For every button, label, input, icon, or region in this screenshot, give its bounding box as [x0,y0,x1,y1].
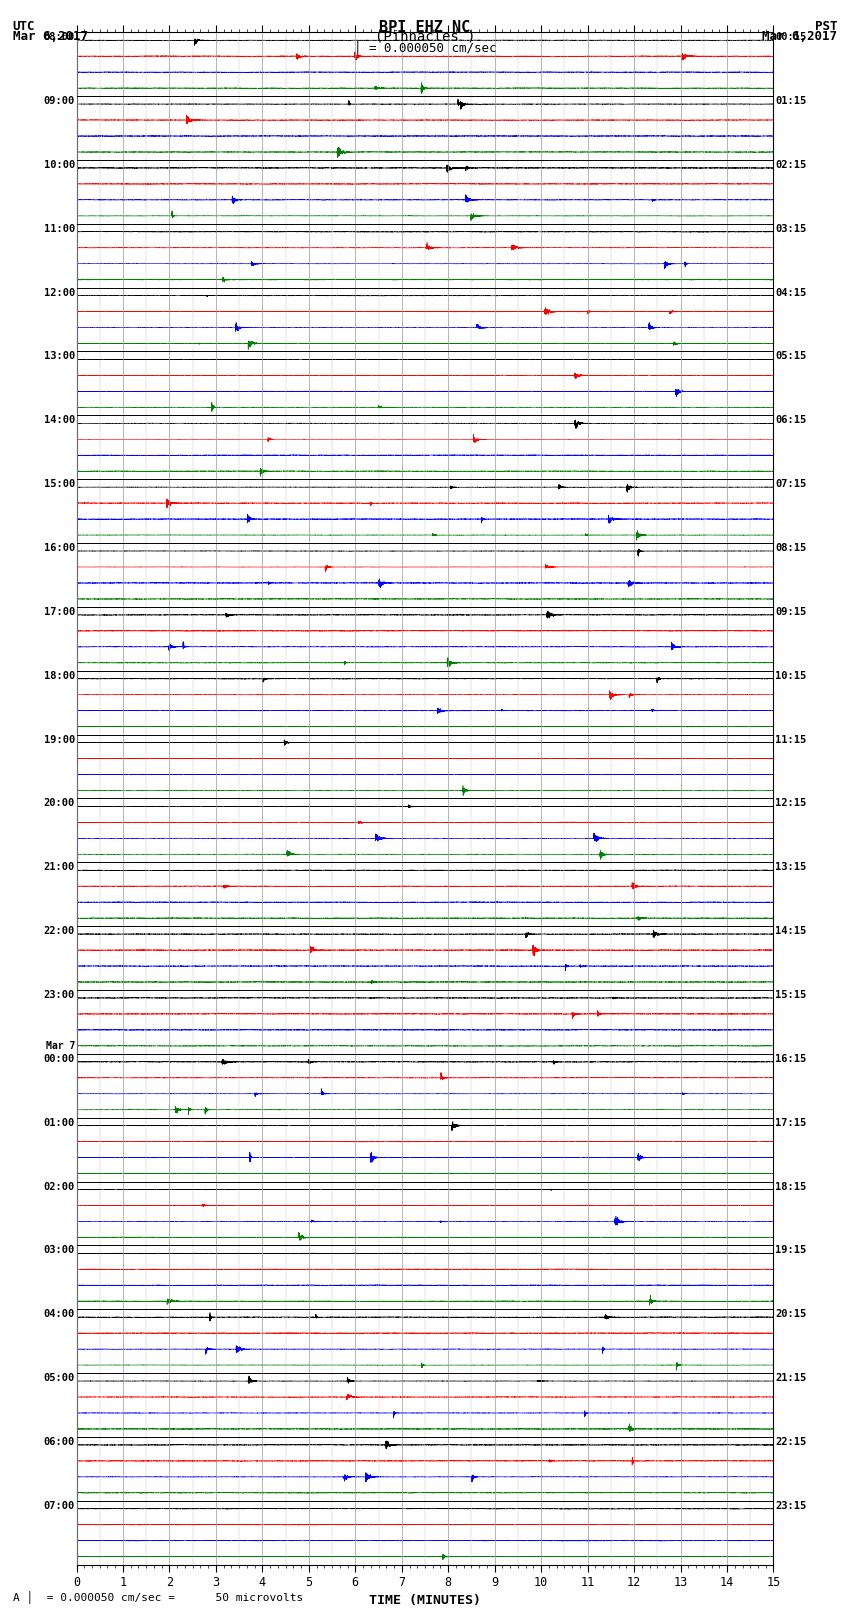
Text: 22:00: 22:00 [44,926,75,936]
Text: PST: PST [815,19,837,34]
Text: 21:15: 21:15 [775,1373,806,1382]
Text: 08:15: 08:15 [775,544,806,553]
Text: 07:00: 07:00 [44,1500,75,1511]
Text: 09:15: 09:15 [775,606,806,616]
Text: 23:15: 23:15 [775,1500,806,1511]
Text: 17:00: 17:00 [44,606,75,616]
Text: 18:00: 18:00 [44,671,75,681]
Text: Mar 6,2017: Mar 6,2017 [13,31,88,44]
Text: (Pinnacles ): (Pinnacles ) [375,31,475,44]
X-axis label: TIME (MINUTES): TIME (MINUTES) [369,1594,481,1607]
Text: 05:15: 05:15 [775,352,806,361]
Text: Mar 6,2017: Mar 6,2017 [762,31,837,44]
Text: 20:00: 20:00 [44,798,75,808]
Text: 14:15: 14:15 [775,926,806,936]
Text: 15:00: 15:00 [44,479,75,489]
Text: 00:00: 00:00 [44,1053,75,1065]
Text: 16:00: 16:00 [44,544,75,553]
Text: 07:15: 07:15 [775,479,806,489]
Text: 15:15: 15:15 [775,990,806,1000]
Text: 12:15: 12:15 [775,798,806,808]
Text: 04:15: 04:15 [775,287,806,298]
Text: 06:15: 06:15 [775,415,806,426]
Text: 13:15: 13:15 [775,863,806,873]
Text: 20:15: 20:15 [775,1310,806,1319]
Text: 06:00: 06:00 [44,1437,75,1447]
Text: 18:15: 18:15 [775,1181,806,1192]
Text: 00:15: 00:15 [775,32,806,42]
Text: 05:00: 05:00 [44,1373,75,1382]
Text: │ = 0.000050 cm/sec: │ = 0.000050 cm/sec [354,39,496,55]
Text: 01:00: 01:00 [44,1118,75,1127]
Text: 19:15: 19:15 [775,1245,806,1255]
Text: 13:00: 13:00 [44,352,75,361]
Text: A │  = 0.000050 cm/sec =      50 microvolts: A │ = 0.000050 cm/sec = 50 microvolts [13,1590,303,1603]
Text: 19:00: 19:00 [44,734,75,745]
Text: 10:00: 10:00 [44,160,75,169]
Text: 04:00: 04:00 [44,1310,75,1319]
Text: 02:00: 02:00 [44,1181,75,1192]
Text: 23:00: 23:00 [44,990,75,1000]
Text: 16:15: 16:15 [775,1053,806,1065]
Text: 22:15: 22:15 [775,1437,806,1447]
Text: UTC: UTC [13,19,35,34]
Text: 03:00: 03:00 [44,1245,75,1255]
Text: 17:15: 17:15 [775,1118,806,1127]
Text: Mar 7: Mar 7 [46,1042,75,1052]
Text: 12:00: 12:00 [44,287,75,298]
Text: 08:00: 08:00 [44,32,75,42]
Text: 03:15: 03:15 [775,224,806,234]
Text: 01:15: 01:15 [775,97,806,106]
Text: 10:15: 10:15 [775,671,806,681]
Text: 14:00: 14:00 [44,415,75,426]
Text: 21:00: 21:00 [44,863,75,873]
Text: 11:00: 11:00 [44,224,75,234]
Text: 09:00: 09:00 [44,97,75,106]
Text: 11:15: 11:15 [775,734,806,745]
Text: BPI EHZ NC: BPI EHZ NC [379,19,471,35]
Text: 02:15: 02:15 [775,160,806,169]
